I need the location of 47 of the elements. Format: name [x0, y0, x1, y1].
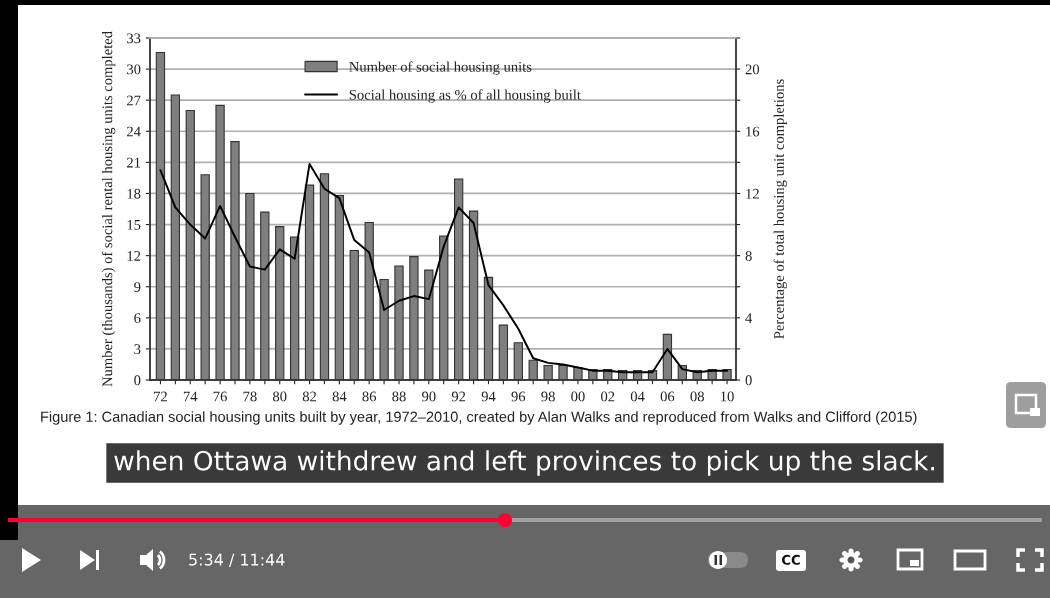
text: CC: [781, 554, 800, 565]
y-axis-title: Number (thousands) of social rental housing units completed: [101, 31, 116, 387]
x-tick-label: 92: [451, 391, 466, 402]
x-tick-label: 94: [481, 391, 496, 402]
x-tick-label: 76: [213, 391, 227, 402]
x-tick-label: 96: [511, 391, 526, 402]
y2-tick-label: 4: [745, 313, 753, 323]
y2-tick-label: 8: [745, 251, 752, 261]
x-tick-label: 90: [422, 391, 436, 402]
x-tick-label: 08: [690, 391, 704, 402]
x-tick-label: 04: [630, 391, 645, 402]
legend-label: Number of social housing units: [349, 61, 532, 75]
x-tick-label: 82: [302, 391, 317, 402]
y2-axis-title: Percentage of total housing unit completions: [773, 79, 787, 339]
y-tick-label: 27: [127, 95, 141, 106]
x-tick-label: 72: [154, 391, 167, 402]
x-tick-label: 78: [243, 391, 257, 402]
y-tick-label: 0: [134, 375, 141, 386]
x-tick-label: 02: [601, 391, 615, 402]
x-tick-label: 84: [332, 391, 347, 402]
y2-tick-label: 12: [746, 188, 759, 199]
legend-label: Social housing as % of all housing built: [349, 89, 581, 103]
y-tick-label: 21: [127, 157, 141, 168]
line-series: [159, 162, 729, 374]
y-tick-label: 6: [134, 313, 141, 324]
x-tick-label: 86: [362, 391, 377, 402]
y2-tick-label: 16: [746, 126, 760, 137]
text: 5:34 / 11:44: [189, 553, 285, 567]
x-tick-label: 00: [571, 391, 585, 402]
y-tick-label: 3: [134, 344, 141, 355]
y2-tick-label: 0: [745, 375, 752, 386]
y-tick-label: 12: [127, 251, 141, 261]
y-tick-label: 15: [127, 219, 141, 230]
caption: Figure 1: Canadian social housing units built by year, 1972–2010, created by Alan Walks and reproduced from Walks and Clifford (2015): [41, 411, 917, 425]
y-tick-label: 18: [127, 188, 141, 199]
x-tick-label: 06: [660, 391, 675, 402]
x-tick-label: 88: [392, 391, 406, 402]
x-tick-label: 74: [183, 391, 198, 402]
y-tick-label: 9: [134, 282, 141, 292]
text: when Ottawa withdrew and left provinces to pick up the slack.: [114, 450, 934, 476]
y-tick-label: 30: [127, 64, 141, 75]
x-tick-label: 98: [541, 391, 555, 402]
y-tick-label: 33: [127, 33, 141, 44]
x-tick-label: 80: [272, 391, 287, 402]
y-tick-label: 24: [127, 126, 141, 137]
y2-tick-label: 20: [745, 64, 760, 75]
x-tick-label: 10: [721, 391, 734, 402]
